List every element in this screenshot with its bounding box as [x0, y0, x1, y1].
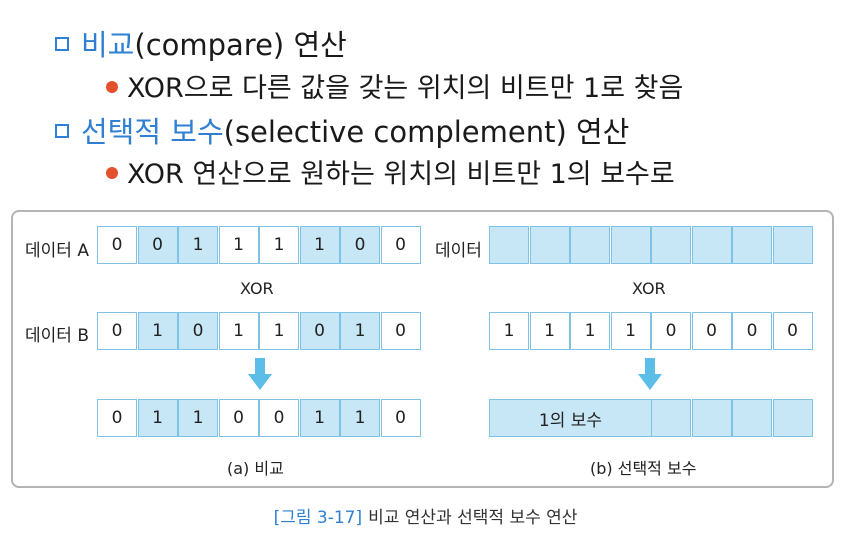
bit-cell: 1: [570, 312, 610, 350]
figure-caption: [그림 3-17] 비교 연산과 선택적 보수 연산: [0, 503, 851, 528]
bit-cell: 1: [529, 312, 570, 350]
bit-cell: 0: [299, 312, 340, 350]
bit-cell: 0: [380, 399, 421, 437]
bit-cell: 1: [340, 312, 380, 350]
bullet-compare-highlight: 비교: [81, 28, 135, 62]
bit-cell: 1: [137, 312, 178, 350]
down-arrow-icon: [638, 358, 662, 390]
figure-caption-text: 비교 연산과 선택적 보수 연산: [368, 508, 578, 528]
figure-number: [그림 3-17]: [273, 508, 363, 528]
xor-label-right: XOR: [632, 279, 666, 298]
bit-cell: 0: [178, 312, 218, 350]
bit-cell: 0: [137, 226, 178, 264]
bit-cell-empty: [691, 226, 732, 264]
bullet-selective-complement: 선택적 보수(selective complement) 연산: [55, 109, 629, 151]
figure-frame: [11, 210, 834, 488]
bit-cell-empty: [772, 226, 813, 264]
sub-bullet-compare: XOR으로 다른 값을 갖는 위치의 비트만 1로 찾음: [106, 66, 683, 105]
bit-cell: 1: [178, 399, 218, 437]
bit-cell: 0: [97, 226, 137, 264]
dot-bullet-icon: [106, 166, 118, 179]
bit-cell-empty: [691, 399, 732, 437]
bit-cell: 1: [340, 399, 380, 437]
bit-cell-empty: [529, 226, 570, 264]
bit-cell-empty: [570, 226, 610, 264]
label-data: 데이터: [435, 241, 482, 261]
down-arrow-icon: [248, 358, 272, 390]
label-data-a: 데이터 A: [25, 241, 89, 261]
bit-cell-empty: [732, 399, 772, 437]
bit-cell: 0: [380, 226, 421, 264]
sub-bullet-compare-text: XOR으로 다른 값을 갖는 위치의 비트만 1로 찾음: [127, 73, 684, 104]
bit-cell-empty: [610, 226, 651, 264]
bullet-compare-rest: (compare) 연산: [134, 28, 347, 62]
bit-cell: 1: [178, 226, 218, 264]
square-bullet-icon: [55, 37, 69, 51]
bit-cell: 1: [259, 226, 299, 264]
bit-cell: 1: [218, 312, 259, 350]
bit-cell: 1: [610, 312, 651, 350]
bit-cell-empty: [732, 226, 772, 264]
bit-cell-empty: [772, 399, 813, 437]
bit-cell-empty: [651, 226, 691, 264]
bit-cell: 0: [97, 399, 137, 437]
dot-bullet-icon: [106, 80, 118, 93]
bit-cell: 0: [259, 399, 299, 437]
xor-label-left: XOR: [240, 279, 274, 298]
bit-cell: 0: [97, 312, 137, 350]
bullet-compare: 비교(compare) 연산: [55, 22, 347, 64]
square-bullet-icon: [55, 124, 69, 138]
bullet-selective-highlight: 선택적 보수: [81, 115, 224, 149]
ones-complement-label: 1의 보수: [538, 410, 603, 431]
bit-cell: 1: [218, 226, 259, 264]
bit-cell: 0: [651, 312, 691, 350]
bit-cell: 0: [218, 399, 259, 437]
bit-cell: 1: [137, 399, 178, 437]
bit-cell: 0: [772, 312, 813, 350]
sub-bullet-selective: XOR 연산으로 원하는 위치의 비트만 1의 보수로: [106, 152, 675, 191]
bit-cell: 1: [299, 399, 340, 437]
bit-cell: 1: [299, 226, 340, 264]
bit-cell: 0: [340, 226, 380, 264]
bit-cell: 1: [489, 312, 529, 350]
sub-bullet-selective-text: XOR 연산으로 원하는 위치의 비트만 1의 보수로: [127, 159, 675, 190]
caption-compare: (a) 비교: [227, 459, 284, 478]
caption-selective-complement: (b) 선택적 보수: [590, 459, 697, 478]
bit-cell-empty: [651, 399, 691, 437]
bit-cell: 0: [380, 312, 421, 350]
bit-cell: 1: [259, 312, 299, 350]
bit-cell: 0: [732, 312, 772, 350]
bit-cell: 0: [691, 312, 732, 350]
ones-complement-block: 1의 보수: [489, 399, 652, 437]
bit-cell-empty: [489, 226, 529, 264]
label-data-b: 데이터 B: [25, 326, 89, 346]
bullet-selective-rest: (selective complement) 연산: [223, 115, 630, 149]
